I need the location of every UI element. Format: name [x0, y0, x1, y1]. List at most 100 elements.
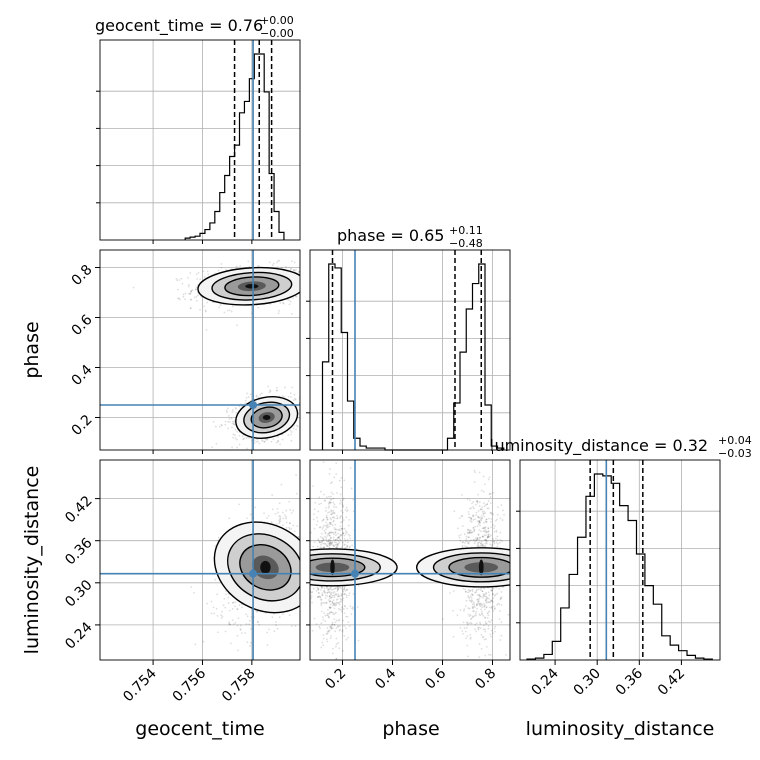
sample-point — [340, 595, 343, 597]
x-tick-label-geocent_time: 0.756 — [170, 665, 210, 705]
sample-point — [336, 595, 339, 598]
sample-point — [340, 546, 343, 549]
sample-point — [333, 603, 336, 606]
sample-point — [326, 540, 328, 543]
sample-point — [502, 662, 504, 664]
sample-point — [327, 532, 330, 535]
sample-point — [319, 541, 321, 544]
axes-frame — [519, 459, 721, 661]
sample-point — [290, 267, 293, 270]
sample-point — [317, 288, 319, 290]
sample-point — [257, 396, 260, 399]
sample-point — [347, 533, 350, 536]
sample-point — [332, 544, 335, 547]
density-geocent_time-luminosity_distance — [190, 474, 300, 652]
sample-point — [483, 593, 486, 596]
sample-point — [492, 593, 494, 596]
sample-point — [184, 292, 187, 295]
sample-point — [215, 442, 218, 445]
sample-point — [315, 623, 318, 626]
sample-point — [349, 537, 352, 540]
sample-point — [499, 538, 502, 541]
sample-point — [484, 598, 487, 601]
sample-point — [304, 303, 306, 305]
sample-point — [266, 644, 269, 647]
sample-point — [330, 611, 332, 614]
sample-point — [483, 526, 486, 529]
sample-point — [227, 596, 230, 599]
sample-point — [206, 301, 209, 304]
sample-point — [284, 514, 286, 517]
sample-point — [331, 594, 334, 597]
sample-point — [493, 530, 496, 533]
sample-point — [239, 628, 242, 630]
sample-point — [331, 652, 334, 655]
sample-point — [301, 287, 303, 289]
sample-point — [483, 602, 485, 605]
sample-point — [337, 587, 340, 590]
sample-point — [291, 386, 294, 389]
sample-point — [236, 324, 238, 327]
sample-point — [328, 588, 330, 590]
sample-point — [229, 623, 232, 626]
sample-point — [471, 502, 473, 505]
sample-point — [347, 541, 349, 544]
sample-point — [465, 621, 468, 624]
sample-point — [288, 614, 291, 617]
sample-point — [338, 595, 341, 598]
sample-point — [248, 437, 251, 439]
sample-point — [486, 612, 489, 615]
sample-point — [320, 585, 323, 588]
sample-point — [328, 505, 331, 508]
sample-point — [497, 671, 499, 673]
sample-point — [481, 508, 484, 511]
sample-point — [221, 424, 223, 427]
sample-point — [330, 513, 332, 516]
sample-point — [340, 587, 342, 590]
sample-point — [329, 637, 332, 640]
sample-point — [205, 310, 207, 313]
sample-point — [244, 402, 247, 405]
sample-point — [484, 526, 487, 529]
sample-point — [476, 594, 479, 597]
sample-point — [475, 539, 478, 542]
sample-point — [496, 535, 499, 538]
sample-point — [352, 608, 354, 611]
x-tick-label-luminosity_distance: 0.24 — [529, 665, 562, 698]
title-phase-lower: −0.48 — [449, 237, 483, 250]
sample-point — [132, 286, 135, 289]
sample-point — [316, 545, 319, 548]
sample-point — [304, 275, 306, 277]
sample-point — [318, 503, 320, 506]
sample-point — [320, 646, 323, 649]
sample-point — [322, 637, 325, 640]
sample-point — [492, 632, 494, 635]
sample-point — [220, 614, 222, 616]
sample-point — [268, 261, 271, 264]
sample-point — [231, 408, 234, 411]
sample-point — [279, 443, 281, 446]
y-tick-label-luminosity_distance: 0.24 — [62, 619, 95, 652]
sample-point — [269, 303, 272, 305]
sample-point — [331, 596, 333, 599]
sample-point — [233, 434, 236, 437]
y-tick-label-luminosity_distance: 0.30 — [62, 577, 95, 610]
sample-point — [325, 528, 327, 531]
sample-point — [275, 624, 277, 627]
sample-point — [476, 501, 479, 504]
sample-point — [333, 505, 335, 508]
sample-point — [231, 426, 233, 429]
sample-point — [245, 397, 248, 399]
sample-point — [495, 541, 498, 544]
sample-point — [320, 622, 323, 625]
sample-point — [487, 530, 490, 533]
sample-point — [255, 394, 258, 397]
sample-point — [485, 534, 487, 537]
sample-point — [291, 260, 293, 263]
sample-point — [478, 602, 481, 605]
sample-point — [335, 546, 338, 549]
sample-point — [335, 593, 338, 596]
sample-point — [491, 523, 494, 526]
sample-point — [467, 511, 470, 513]
sample-point — [468, 622, 470, 625]
